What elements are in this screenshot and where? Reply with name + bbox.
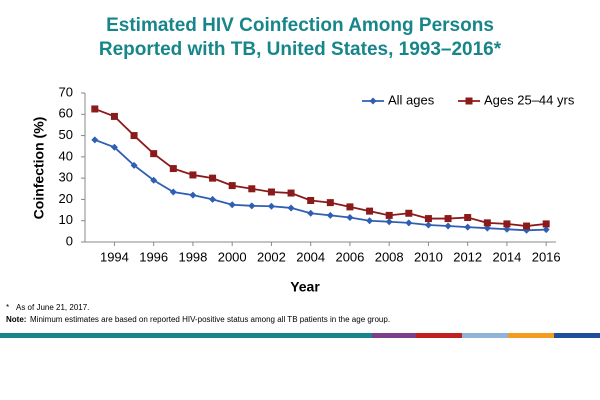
x-tick-label: 2002 (257, 249, 286, 264)
point (369, 97, 377, 105)
point (150, 150, 158, 158)
bar-segment (372, 333, 416, 338)
point (150, 176, 158, 184)
x-tick-label: 2010 (414, 249, 443, 264)
color-bar (0, 333, 600, 338)
point (267, 202, 275, 210)
x-tick-label: 2014 (492, 249, 521, 264)
y-tick-label: 40 (59, 148, 73, 163)
y-tick-label: 50 (59, 127, 73, 142)
bar-segment (462, 333, 508, 338)
x-tick-label: 2016 (532, 249, 561, 264)
point (248, 185, 256, 193)
point (169, 165, 177, 173)
point (542, 226, 550, 234)
point (503, 220, 511, 228)
point (267, 188, 275, 196)
point (405, 219, 413, 227)
x-tick-label: 1994 (100, 249, 129, 264)
point (110, 143, 118, 151)
y-tick-label: 30 (59, 170, 73, 185)
bar-segment (416, 333, 462, 338)
bar-segment (508, 333, 554, 338)
point (483, 224, 491, 232)
point (228, 201, 236, 209)
y-tick-label: 20 (59, 191, 73, 206)
chart-title: Reported with TB, United States, 1993–20… (99, 39, 502, 60)
point (189, 191, 197, 199)
point (346, 214, 354, 222)
point (483, 219, 491, 227)
point (326, 211, 334, 219)
x-tick-label: 1996 (139, 249, 168, 264)
point (523, 222, 531, 230)
bar-segment (0, 333, 372, 338)
x-tick-label: 2004 (296, 249, 325, 264)
point (464, 223, 472, 231)
point (169, 188, 177, 196)
bar-segment (554, 333, 600, 338)
footnote-mark: * (6, 303, 9, 312)
point (189, 171, 197, 179)
point (424, 215, 432, 223)
point (503, 225, 511, 233)
x-tick-label: 2006 (335, 249, 364, 264)
x-axis-label: Year (290, 279, 320, 295)
point (130, 132, 138, 140)
y-tick-label: 60 (59, 106, 73, 121)
point (366, 207, 374, 215)
y-axis-label: Coinfection (%) (31, 117, 47, 220)
y-tick-label: 70 (59, 84, 73, 99)
point (346, 203, 354, 211)
point (287, 204, 295, 212)
point (307, 209, 315, 217)
point (130, 161, 138, 169)
legend-label: All ages (388, 92, 435, 107)
point (307, 196, 315, 204)
note: Minimum estimates are based on reported … (30, 315, 390, 324)
point (91, 136, 99, 144)
point (385, 218, 393, 226)
point (326, 199, 334, 207)
y-tick-label: 0 (66, 233, 73, 248)
point (405, 209, 413, 217)
point (287, 189, 295, 197)
point (228, 182, 236, 190)
chart-title: Estimated HIV Coinfection Among Persons (106, 15, 494, 36)
point (542, 220, 550, 228)
legend-label: Ages 25–44 yrs (484, 92, 575, 107)
point (209, 195, 217, 203)
point (366, 217, 374, 225)
x-tick-label: 2000 (218, 249, 247, 264)
point (209, 174, 217, 182)
point (424, 221, 432, 229)
point (464, 214, 472, 222)
point (110, 112, 118, 120)
note-label: Note: (6, 315, 26, 324)
x-tick-label: 2008 (375, 249, 404, 264)
y-tick-label: 10 (59, 212, 73, 227)
footnote: As of June 21, 2017. (16, 303, 89, 312)
point (465, 97, 473, 105)
point (385, 211, 393, 219)
x-tick-label: 1998 (178, 249, 207, 264)
x-tick-label: 2012 (453, 249, 482, 264)
point (91, 105, 99, 113)
point (444, 215, 452, 223)
point (444, 222, 452, 230)
point (248, 202, 256, 210)
